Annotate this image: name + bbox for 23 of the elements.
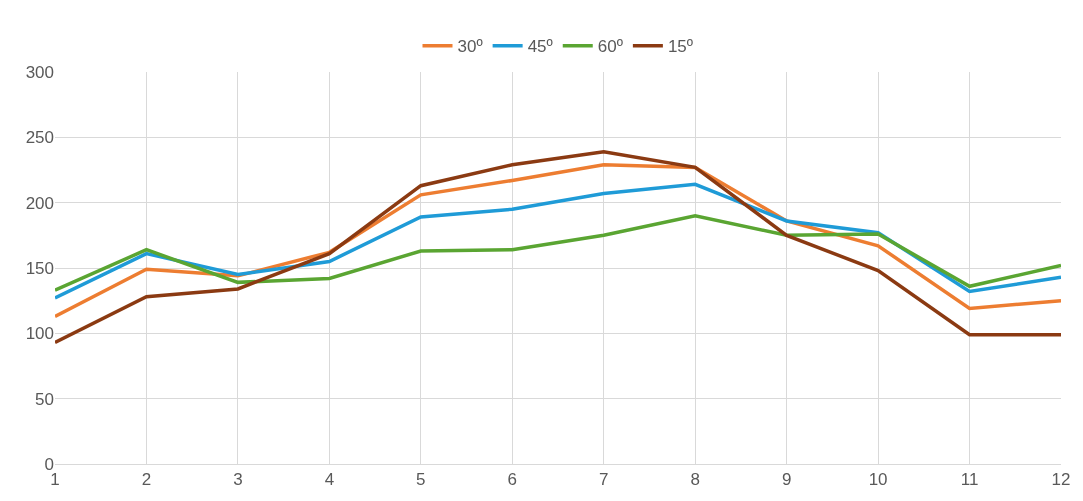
x-tick-label: 5 xyxy=(416,470,426,490)
y-tick-label: 150 xyxy=(25,258,54,278)
line-series xyxy=(55,149,1061,345)
y-tick-label: 200 xyxy=(25,193,54,213)
x-tick-label: 11 xyxy=(960,470,979,490)
y-tick-label: 250 xyxy=(25,128,54,148)
x-tick-label: 2 xyxy=(141,470,152,490)
x-tick-label: 3 xyxy=(233,470,243,490)
x-tick-label: 4 xyxy=(324,470,335,490)
legend-label: 30º xyxy=(457,37,483,57)
legend-label: 45º xyxy=(527,37,553,57)
y-tick-label: 50 xyxy=(35,389,54,409)
legend-label: 15º xyxy=(667,37,693,57)
legend-label: 60º xyxy=(597,37,623,57)
line-series xyxy=(55,213,1061,292)
y-tick-label: 100 xyxy=(25,324,54,344)
x-tick-label: 10 xyxy=(868,470,888,490)
x-tick-label: 12 xyxy=(1051,470,1071,490)
x-tick-label: 7 xyxy=(599,470,609,490)
x-tick-label: 8 xyxy=(690,470,700,490)
y-tick-label: 300 xyxy=(25,62,54,82)
x-tick-label: 6 xyxy=(507,470,517,490)
x-tick-label: 9 xyxy=(781,470,792,490)
